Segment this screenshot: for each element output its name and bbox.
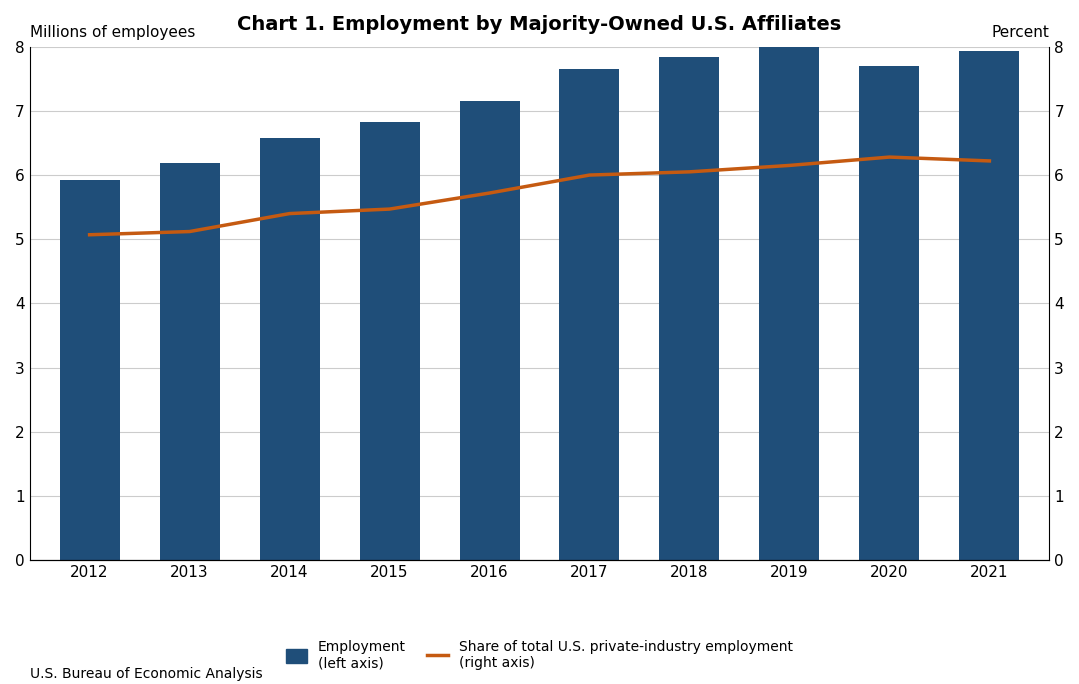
Bar — [260, 137, 319, 560]
Bar — [359, 122, 420, 560]
Bar — [560, 69, 619, 560]
Text: Millions of employees: Millions of employees — [29, 25, 195, 40]
Bar — [959, 51, 1020, 560]
Bar — [460, 101, 519, 560]
Legend: Employment
(left axis), Share of total U.S. private-industry employment
(right a: Employment (left axis), Share of total U… — [279, 633, 800, 677]
Bar — [659, 57, 720, 560]
Text: Percent: Percent — [992, 25, 1050, 40]
Text: U.S. Bureau of Economic Analysis: U.S. Bureau of Economic Analysis — [29, 667, 262, 681]
Title: Chart 1. Employment by Majority-Owned U.S. Affiliates: Chart 1. Employment by Majority-Owned U.… — [237, 15, 842, 34]
Bar — [59, 180, 120, 560]
Bar — [160, 163, 219, 560]
Bar — [760, 42, 819, 560]
Bar — [860, 66, 919, 560]
